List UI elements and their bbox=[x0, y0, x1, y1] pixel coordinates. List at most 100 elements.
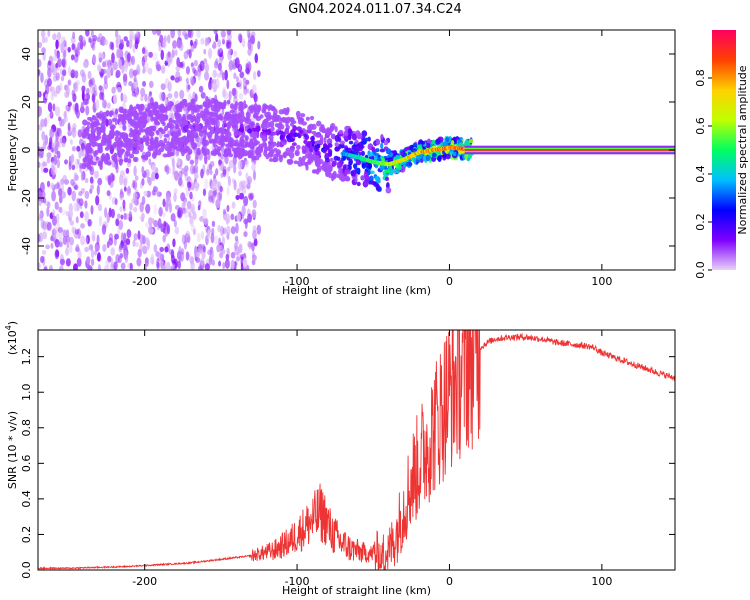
colorbar-tick-label: 0.2 bbox=[694, 213, 707, 231]
heatmap-cell bbox=[134, 199, 140, 207]
heatmap-cell bbox=[173, 90, 179, 99]
heatmap-cell bbox=[103, 265, 110, 270]
heatmap-cell bbox=[245, 172, 249, 180]
heatmap-cell bbox=[181, 234, 186, 245]
heatmap-cell bbox=[123, 36, 128, 42]
heatmap-cell bbox=[230, 213, 235, 221]
heatmap-cell bbox=[221, 236, 226, 247]
heatmap-cell bbox=[41, 231, 48, 240]
heatmap-cell bbox=[73, 82, 77, 91]
heatmap-cell bbox=[208, 163, 213, 171]
heatmap-cell bbox=[86, 162, 92, 170]
heatmap-cell bbox=[204, 153, 208, 165]
heatmap-cell bbox=[122, 244, 128, 252]
heatmap-cell bbox=[229, 143, 234, 149]
heatmap-cell bbox=[177, 39, 183, 49]
heatmap-cell bbox=[50, 242, 54, 249]
heatmap-cell bbox=[84, 200, 88, 209]
heatmap-cell bbox=[74, 184, 79, 191]
heatmap-cell bbox=[221, 248, 226, 255]
heatmap-cell bbox=[45, 244, 50, 250]
heatmap-cell bbox=[98, 215, 103, 227]
heatmap-cell bbox=[217, 62, 222, 71]
heatmap-cell bbox=[435, 138, 441, 145]
heatmap-cell bbox=[105, 259, 110, 268]
heatmap-cell bbox=[211, 220, 216, 227]
heatmap-cell bbox=[109, 131, 116, 137]
heatmap-cell bbox=[43, 266, 48, 270]
heatmap-cell bbox=[61, 138, 66, 148]
heatmap-cell bbox=[84, 177, 89, 184]
heatmap-cell bbox=[158, 206, 163, 217]
heatmap-cell bbox=[175, 123, 179, 130]
heatmap-cell bbox=[239, 192, 245, 200]
heatmap-cell bbox=[394, 154, 401, 161]
heatmap-cell bbox=[316, 120, 322, 127]
heatmap-cell bbox=[81, 162, 87, 170]
heatmap-cell bbox=[156, 64, 162, 72]
heatmap-cell bbox=[142, 80, 147, 87]
heatmap-cell bbox=[89, 176, 94, 184]
heatmap-cell bbox=[46, 206, 50, 217]
heatmap-cell bbox=[222, 262, 226, 270]
colorbar bbox=[712, 30, 736, 270]
heatmap-cell bbox=[49, 128, 55, 139]
colorbar-tick-label: 0.4 bbox=[694, 165, 707, 183]
heatmap-cell bbox=[148, 217, 153, 226]
heatmap-cell bbox=[368, 152, 374, 157]
heatmap-cell bbox=[250, 34, 255, 45]
heatmap-cell bbox=[91, 94, 95, 102]
heatmap-cell bbox=[60, 36, 66, 45]
heatmap-cell bbox=[243, 195, 249, 207]
heatmap-cell bbox=[356, 181, 361, 187]
heatmap-cell bbox=[290, 120, 297, 125]
bottom-y-axis-label: SNR (10 * v/v) bbox=[6, 411, 19, 489]
heatmap-cell bbox=[338, 143, 343, 149]
heatmap-cell bbox=[164, 60, 169, 66]
heatmap-cell bbox=[111, 86, 116, 94]
heatmap-cell bbox=[51, 215, 58, 226]
heatmap-cell bbox=[127, 158, 132, 164]
heatmap-cell bbox=[254, 140, 260, 145]
heatmap-cell bbox=[60, 75, 65, 82]
heatmap-cell bbox=[69, 210, 74, 218]
heatmap-cell bbox=[133, 128, 138, 134]
heatmap-cell bbox=[186, 200, 192, 210]
heatmap-cell bbox=[58, 187, 63, 197]
heatmap-cell bbox=[72, 182, 77, 189]
heatmap-cell bbox=[38, 198, 42, 207]
heatmap-cell bbox=[165, 261, 171, 270]
heatmap-cell bbox=[225, 213, 231, 224]
colorbar-tick-label: 0.6 bbox=[694, 117, 707, 135]
heatmap-cell bbox=[217, 39, 222, 48]
heatmap-cell bbox=[113, 261, 118, 270]
heatmap-cell bbox=[186, 129, 192, 136]
heatmap-cell bbox=[282, 152, 287, 158]
heatmap-cell bbox=[231, 201, 236, 209]
heatmap-cell bbox=[147, 67, 153, 75]
heatmap-cell bbox=[109, 125, 114, 130]
heatmap-cell bbox=[99, 91, 104, 101]
top-y-axis-label: Frequency (Hz) bbox=[6, 109, 19, 192]
heatmap-cell bbox=[103, 134, 109, 140]
heatmap-cell bbox=[282, 107, 288, 115]
heatmap-cell bbox=[225, 225, 231, 236]
heatmap-cell bbox=[175, 65, 181, 72]
heatmap-cell bbox=[291, 142, 297, 147]
heatmap-cell bbox=[334, 126, 338, 133]
heatmap-cell bbox=[200, 168, 204, 179]
heatmap-cell bbox=[272, 112, 277, 120]
heatmap-cell bbox=[284, 127, 290, 135]
heatmap-cell bbox=[156, 130, 160, 136]
heatmap-cell bbox=[119, 253, 124, 259]
heatmap-cell bbox=[192, 228, 196, 236]
heatmap-cell bbox=[97, 203, 103, 212]
heatmap-cell bbox=[162, 198, 166, 208]
heatmap-cell bbox=[234, 235, 239, 242]
heatmap-cell bbox=[166, 34, 171, 44]
heatmap-cell bbox=[213, 189, 217, 199]
heatmap-cell bbox=[218, 244, 223, 253]
heatmap-cell bbox=[445, 137, 449, 142]
heatmap-cell bbox=[244, 104, 248, 109]
heatmap-cell bbox=[334, 134, 340, 143]
